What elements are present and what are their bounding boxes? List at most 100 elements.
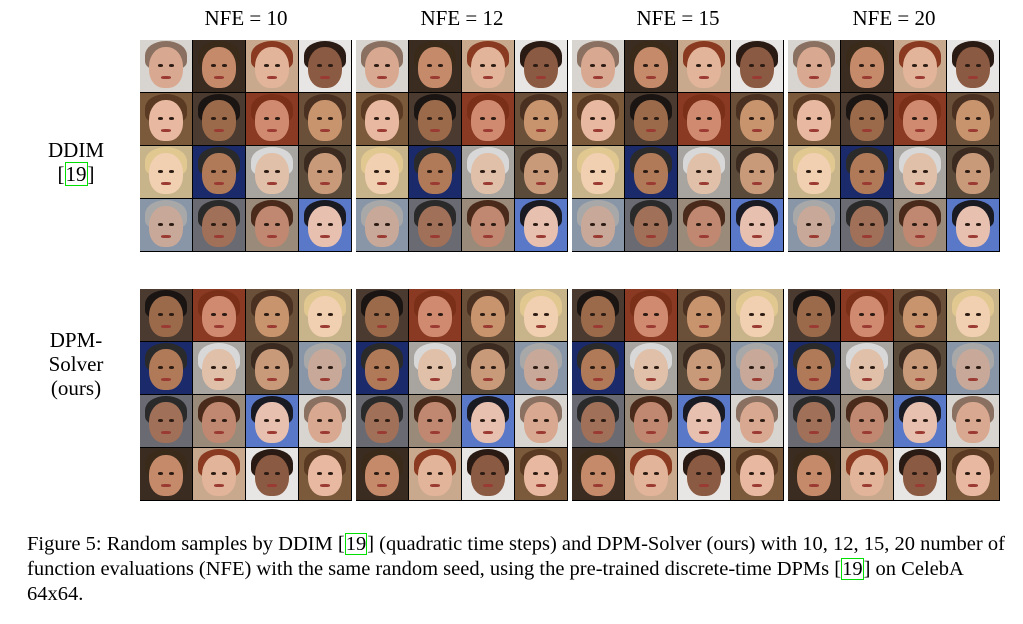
face-sample (894, 146, 946, 198)
sample-grid (788, 289, 1000, 501)
face-sample (625, 395, 677, 447)
face-sample (788, 289, 840, 341)
face-sample (356, 289, 408, 341)
face-sample (140, 395, 192, 447)
face-sample (462, 40, 514, 92)
face-sample (572, 199, 624, 251)
face-sample (731, 40, 783, 92)
row-label-dpm-line-1: DPM- (49, 328, 103, 352)
face-sample (299, 448, 351, 500)
face-sample (356, 395, 408, 447)
face-sample (788, 448, 840, 500)
face-sample (947, 448, 999, 500)
face-sample (625, 146, 677, 198)
face-sample (356, 448, 408, 500)
face-sample (193, 289, 245, 341)
sample-grid (788, 40, 1000, 252)
face-sample (894, 289, 946, 341)
face-sample (625, 40, 677, 92)
face-sample (299, 40, 351, 92)
citation-link[interactable]: 19 (344, 533, 368, 555)
face-sample (678, 289, 730, 341)
sample-grid (140, 289, 352, 501)
face-sample (409, 289, 461, 341)
face-sample (625, 448, 677, 500)
caption-part-3: ] on CelebA 64x64. (27, 558, 963, 605)
col-header-1: NFE = 12 (420, 6, 504, 30)
face-sample (841, 395, 893, 447)
face-sample (193, 395, 245, 447)
face-sample (894, 395, 946, 447)
face-sample (678, 448, 730, 500)
row-label-dpm-solver: DPM- Solver (ours) (20, 328, 132, 400)
face-sample (894, 199, 946, 251)
face-sample (515, 199, 567, 251)
face-sample (731, 146, 783, 198)
face-sample (409, 40, 461, 92)
face-sample (193, 448, 245, 500)
face-sample (678, 342, 730, 394)
caption-part-2: ] (quadratic time steps) and DPM-Solver … (27, 533, 1005, 580)
face-sample (841, 199, 893, 251)
face-sample (572, 289, 624, 341)
face-sample (462, 342, 514, 394)
face-sample (140, 40, 192, 92)
citation-link[interactable]: 19 (64, 162, 88, 186)
face-sample (947, 93, 999, 145)
face-sample (246, 342, 298, 394)
face-sample (625, 289, 677, 341)
face-sample (409, 395, 461, 447)
caption-part-1: Figure 5: Random samples by DDIM [ (27, 533, 345, 555)
face-sample (462, 93, 514, 145)
face-sample (731, 342, 783, 394)
figure-caption: Figure 5: Random samples by DDIM [19] (q… (27, 532, 1007, 607)
face-sample (731, 448, 783, 500)
face-sample (947, 395, 999, 447)
face-sample (409, 448, 461, 500)
face-sample (246, 448, 298, 500)
sample-grid (572, 40, 784, 252)
face-sample (788, 199, 840, 251)
col-header-0: NFE = 10 (204, 6, 288, 30)
face-sample (409, 93, 461, 145)
face-sample (625, 199, 677, 251)
face-sample (678, 199, 730, 251)
face-sample (140, 342, 192, 394)
face-sample (572, 93, 624, 145)
face-sample (731, 395, 783, 447)
face-sample (246, 289, 298, 341)
face-sample (140, 146, 192, 198)
face-sample (515, 289, 567, 341)
face-sample (462, 395, 514, 447)
col-header-2: NFE = 15 (636, 6, 720, 30)
face-sample (140, 289, 192, 341)
face-sample (572, 40, 624, 92)
face-sample (140, 199, 192, 251)
face-sample (731, 289, 783, 341)
face-sample (947, 146, 999, 198)
face-sample (572, 342, 624, 394)
row-label-ddim-line-1: DDIM (48, 138, 104, 162)
face-sample (894, 93, 946, 145)
face-sample (246, 40, 298, 92)
face-sample (625, 93, 677, 145)
face-sample (572, 395, 624, 447)
face-sample (947, 342, 999, 394)
face-sample (246, 395, 298, 447)
face-sample (140, 93, 192, 145)
face-sample (356, 40, 408, 92)
face-sample (356, 146, 408, 198)
face-sample (788, 40, 840, 92)
face-sample (409, 342, 461, 394)
face-sample (515, 40, 567, 92)
face-sample (731, 199, 783, 251)
row-label-dpm-line-2: Solver (48, 352, 104, 376)
face-sample (515, 448, 567, 500)
face-sample (625, 342, 677, 394)
face-sample (299, 146, 351, 198)
face-sample (462, 199, 514, 251)
face-sample (299, 289, 351, 341)
citation-link[interactable]: 19 (841, 558, 864, 580)
face-sample (788, 342, 840, 394)
row-label-ddim: DDIM [19] (20, 138, 132, 186)
